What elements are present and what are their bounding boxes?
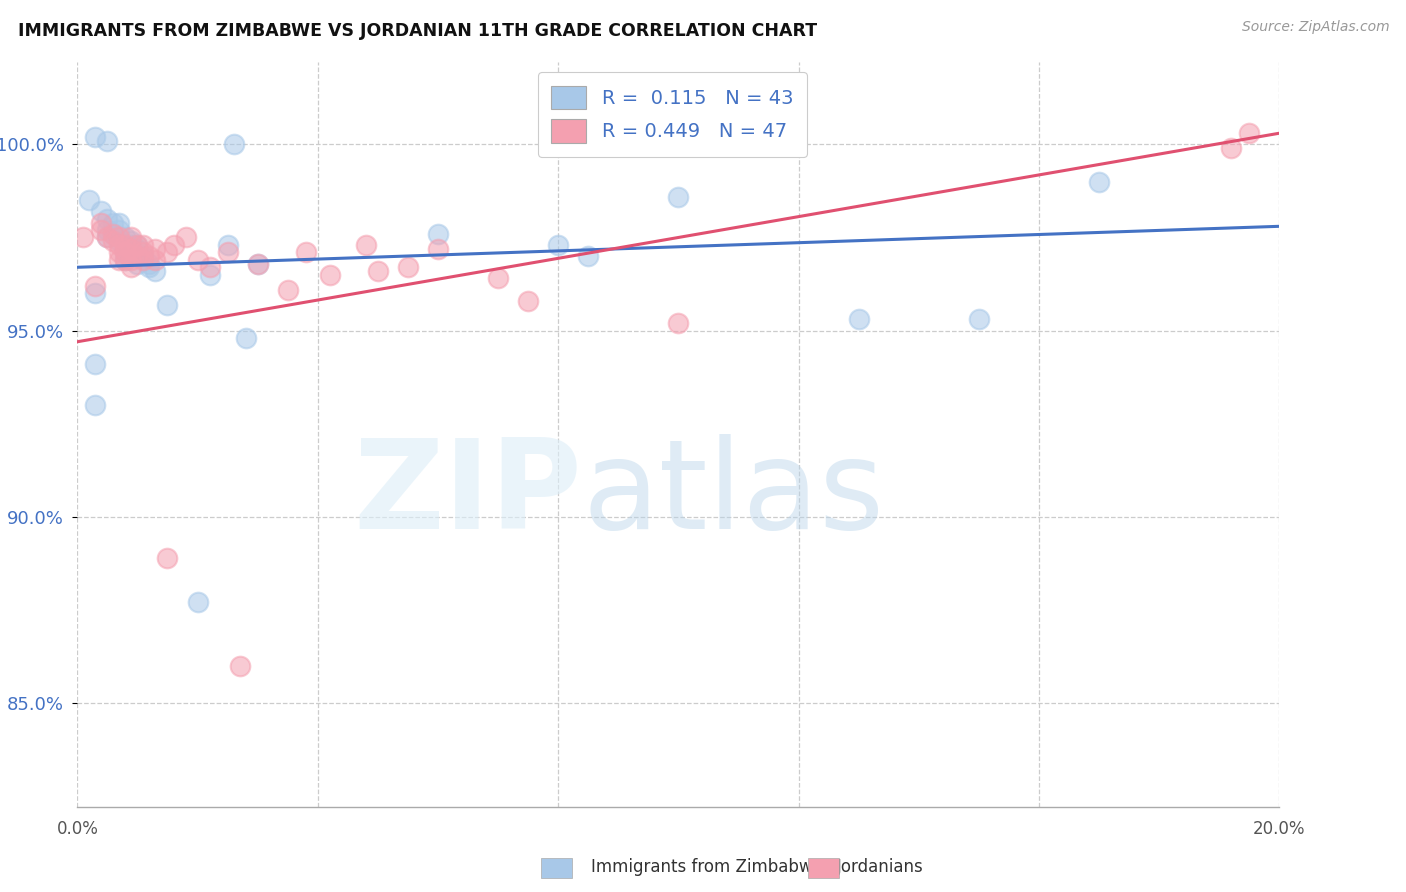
Point <box>96 230 118 244</box>
Point <box>294 245 316 260</box>
Point <box>114 245 136 260</box>
Point <box>668 189 690 203</box>
Point <box>103 216 125 230</box>
Point <box>319 268 342 282</box>
Point <box>120 249 142 263</box>
Point <box>96 211 118 226</box>
Point <box>517 293 540 308</box>
Point <box>576 249 599 263</box>
Point <box>145 252 167 267</box>
Point <box>547 238 569 252</box>
Point <box>162 238 184 252</box>
Point <box>72 230 94 244</box>
Point <box>246 256 269 270</box>
Point <box>127 238 149 252</box>
Point <box>120 242 142 256</box>
Point <box>967 312 990 326</box>
Point <box>132 249 155 263</box>
Point <box>427 242 450 256</box>
Point <box>132 245 155 260</box>
Point <box>427 227 450 241</box>
Point <box>108 252 131 267</box>
Point <box>187 595 209 609</box>
Point <box>156 245 179 260</box>
Point <box>198 268 221 282</box>
Point <box>103 227 125 241</box>
Point <box>90 216 112 230</box>
Point <box>145 264 167 278</box>
Point <box>132 252 155 267</box>
Point <box>120 234 142 248</box>
Point <box>84 279 107 293</box>
Point <box>96 223 118 237</box>
Point <box>108 245 131 260</box>
Text: ZIP: ZIP <box>353 434 582 555</box>
Point <box>84 398 107 412</box>
Point <box>1220 141 1243 155</box>
Point <box>120 260 142 275</box>
Point <box>138 256 160 270</box>
Point <box>127 249 149 263</box>
Point <box>114 245 136 260</box>
Text: Immigrants from Zimbabwe: Immigrants from Zimbabwe <box>591 858 823 876</box>
Point <box>114 252 136 267</box>
Point <box>145 242 167 256</box>
Point <box>354 238 377 252</box>
Point <box>127 256 149 270</box>
Point <box>156 297 179 311</box>
Point <box>235 331 257 345</box>
Point <box>198 260 221 275</box>
Point <box>217 238 239 252</box>
Point <box>96 134 118 148</box>
Text: IMMIGRANTS FROM ZIMBABWE VS JORDANIAN 11TH GRADE CORRELATION CHART: IMMIGRANTS FROM ZIMBABWE VS JORDANIAN 11… <box>18 22 817 40</box>
Point <box>108 223 131 237</box>
Point <box>1088 175 1111 189</box>
Point <box>396 260 419 275</box>
Point <box>114 238 136 252</box>
Point <box>174 230 197 244</box>
Point <box>138 260 160 275</box>
Point <box>187 252 209 267</box>
Point <box>228 658 250 673</box>
Point <box>108 234 131 248</box>
Point <box>246 256 269 270</box>
Text: Jordanians: Jordanians <box>837 858 924 876</box>
Point <box>108 238 131 252</box>
Point <box>132 238 155 252</box>
Text: Source: ZipAtlas.com: Source: ZipAtlas.com <box>1241 20 1389 34</box>
Point <box>114 230 136 244</box>
Point <box>84 357 107 371</box>
Point <box>668 316 690 330</box>
Point <box>127 242 149 256</box>
Point <box>96 230 118 244</box>
Point <box>367 264 389 278</box>
Point <box>848 312 870 326</box>
Point <box>277 283 299 297</box>
Point <box>90 223 112 237</box>
Point <box>103 227 125 241</box>
Text: atlas: atlas <box>582 434 884 555</box>
Point <box>217 245 239 260</box>
Point <box>222 137 245 152</box>
Point <box>108 216 131 230</box>
Legend: R =  0.115   N = 43, R = 0.449   N = 47: R = 0.115 N = 43, R = 0.449 N = 47 <box>537 72 807 157</box>
Point <box>84 130 107 145</box>
Point <box>108 230 131 244</box>
Point <box>127 249 149 263</box>
Point <box>120 252 142 267</box>
Point <box>84 286 107 301</box>
Point <box>120 238 142 252</box>
Point <box>79 193 101 207</box>
Point <box>127 238 149 252</box>
Point <box>1239 126 1261 140</box>
Point <box>114 252 136 267</box>
Point <box>120 230 142 244</box>
Point <box>156 550 179 565</box>
Point <box>90 204 112 219</box>
Point <box>138 249 160 263</box>
Point <box>103 234 125 248</box>
Point <box>486 271 509 285</box>
